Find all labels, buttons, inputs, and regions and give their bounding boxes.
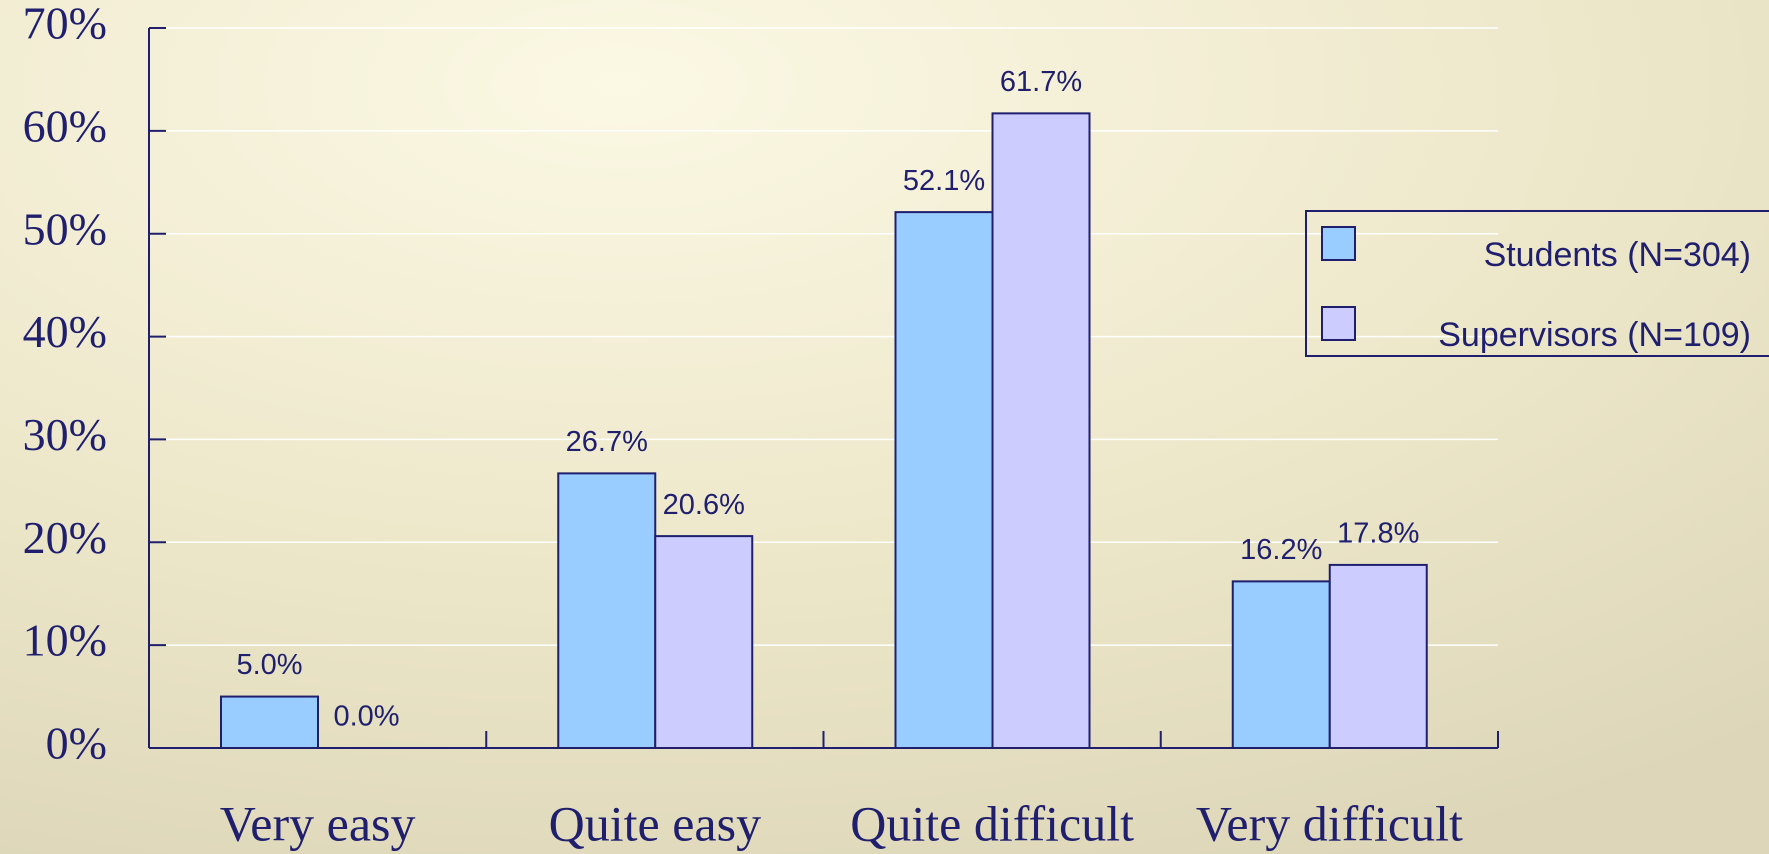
- bar: [894, 211, 994, 750]
- y-tick-label: 50%: [23, 203, 107, 254]
- value-label: 61.7%: [1000, 66, 1082, 98]
- x-tick-label: Quite easy: [549, 795, 761, 851]
- y-tick-label: 70%: [23, 0, 107, 49]
- bar: [654, 535, 754, 749]
- y-tick-label: 20%: [23, 512, 107, 563]
- value-label: 20.6%: [663, 489, 745, 521]
- value-label: 16.2%: [1240, 534, 1322, 566]
- y-tick-label: 30%: [23, 409, 107, 460]
- x-tick-label: Quite difficult: [850, 795, 1134, 851]
- bar: [220, 695, 319, 749]
- x-tick-label: Very difficult: [1196, 795, 1463, 851]
- bar: [1231, 580, 1331, 749]
- x-tick-label: Very easy: [220, 795, 416, 851]
- value-label: 0.0%: [333, 701, 399, 733]
- y-tick-label: 40%: [23, 306, 107, 357]
- legend-label: Students (N=304): [1484, 236, 1751, 274]
- y-tick-label: 10%: [23, 615, 107, 666]
- legend-label: Supervisors (N=109): [1438, 316, 1751, 354]
- legend-swatch: [1321, 306, 1356, 341]
- y-tick-label: 0%: [46, 718, 107, 769]
- bar: [991, 112, 1091, 750]
- bar: [557, 472, 657, 749]
- bar: [1328, 563, 1428, 750]
- value-label: 52.1%: [903, 165, 985, 197]
- value-label: 26.7%: [566, 426, 648, 458]
- legend-box: [1305, 210, 1769, 357]
- legend-swatch: [1321, 226, 1356, 261]
- value-label: 5.0%: [236, 649, 302, 681]
- value-label: 17.8%: [1337, 518, 1419, 550]
- y-tick-label: 60%: [23, 100, 107, 151]
